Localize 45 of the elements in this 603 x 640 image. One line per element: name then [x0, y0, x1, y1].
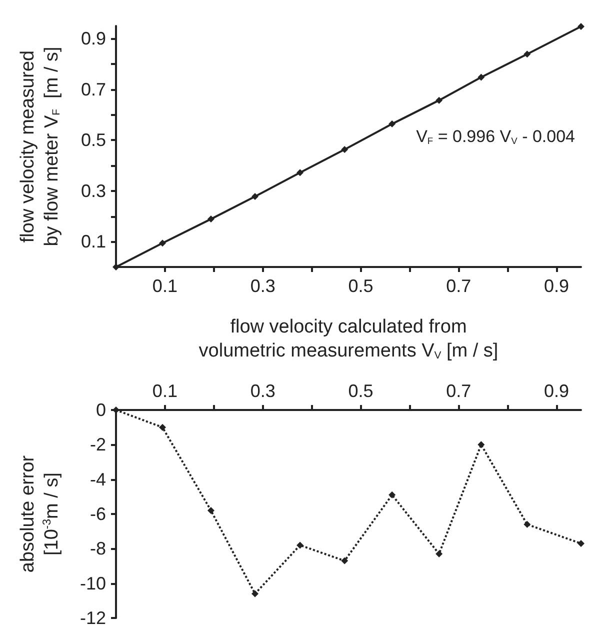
- y-tick-label: 0.3: [80, 180, 106, 201]
- y-tick-label: 0: [96, 400, 106, 420]
- point: [524, 50, 531, 58]
- point: [341, 557, 348, 564]
- y-tick-label: 0.5: [80, 130, 106, 150]
- y-tick-label: -12: [80, 608, 106, 628]
- y-tick-label: -10: [80, 573, 106, 594]
- x-tick-label: 0.7: [446, 276, 472, 296]
- x-tick-label: 0.5: [348, 276, 374, 296]
- point: [159, 424, 166, 431]
- point: [436, 96, 443, 104]
- x-tick-label: 0.1: [152, 276, 178, 296]
- point: [478, 441, 485, 448]
- point: [296, 169, 304, 176]
- x-tick-label: 0.9: [544, 381, 570, 401]
- point: [578, 23, 584, 30]
- point: [388, 120, 396, 128]
- x-tick-label: 0.3: [250, 381, 276, 401]
- point: [296, 542, 304, 549]
- point: [112, 264, 120, 270]
- y-tick-label: -4: [90, 469, 106, 490]
- x-axis-title: flow velocity calculated from volumetric measurements VV [m / s]: [198, 316, 498, 362]
- annotation: VF = 0.996 VV - 0.004: [416, 127, 576, 146]
- point: [207, 216, 214, 223]
- point: [159, 240, 166, 247]
- point: [388, 491, 396, 498]
- y-tick-label: -2: [90, 434, 106, 455]
- x-tick-label: 0.9: [544, 276, 570, 296]
- x-tick-label: 0.5: [348, 381, 374, 401]
- point: [524, 520, 531, 528]
- point: [341, 146, 348, 154]
- y-tick-label: 0.9: [80, 28, 106, 49]
- x-tick-label: 0.1: [152, 381, 178, 401]
- point: [252, 192, 259, 200]
- point: [207, 507, 214, 514]
- x-tick-label: 0.3: [250, 276, 276, 296]
- y-tick-label: -8: [90, 538, 106, 559]
- point: [252, 590, 259, 598]
- y-tick-label: 0.7: [80, 79, 106, 100]
- point: [436, 550, 443, 558]
- point: [578, 540, 584, 547]
- point: [478, 74, 485, 81]
- y-tick-label: -6: [90, 504, 106, 524]
- x-tick-label: 0.7: [446, 381, 472, 401]
- y-tick-label: 0.1: [80, 232, 106, 252]
